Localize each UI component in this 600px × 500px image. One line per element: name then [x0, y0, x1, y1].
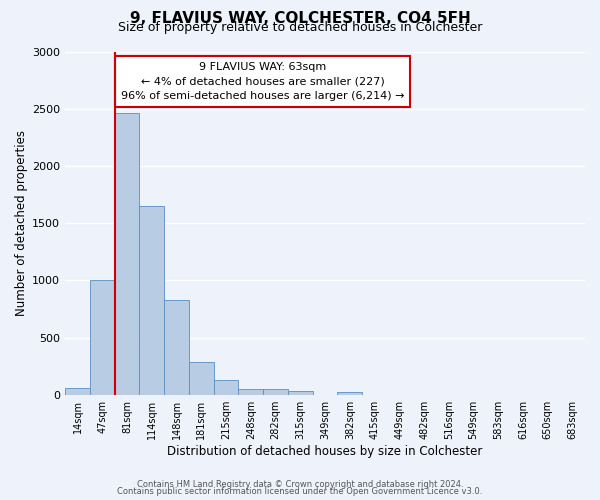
Text: Contains public sector information licensed under the Open Government Licence v3: Contains public sector information licen…	[118, 487, 482, 496]
Bar	[65, 388, 90, 394]
Bar	[115, 114, 139, 394]
Text: 9, FLAVIUS WAY, COLCHESTER, CO4 5FH: 9, FLAVIUS WAY, COLCHESTER, CO4 5FH	[130, 11, 470, 26]
Y-axis label: Number of detached properties: Number of detached properties	[15, 130, 28, 316]
Bar	[139, 206, 164, 394]
Text: Size of property relative to detached houses in Colchester: Size of property relative to detached ho…	[118, 22, 482, 35]
X-axis label: Distribution of detached houses by size in Colchester: Distribution of detached houses by size …	[167, 444, 483, 458]
Bar	[90, 280, 115, 394]
Bar	[337, 392, 362, 394]
Text: 9 FLAVIUS WAY: 63sqm
← 4% of detached houses are smaller (227)
96% of semi-detac: 9 FLAVIUS WAY: 63sqm ← 4% of detached ho…	[121, 62, 404, 102]
Bar	[263, 389, 288, 394]
Bar	[288, 390, 313, 394]
Bar	[238, 389, 263, 394]
Bar	[164, 300, 189, 394]
Bar	[189, 362, 214, 394]
Text: Contains HM Land Registry data © Crown copyright and database right 2024.: Contains HM Land Registry data © Crown c…	[137, 480, 463, 489]
Bar	[214, 380, 238, 394]
